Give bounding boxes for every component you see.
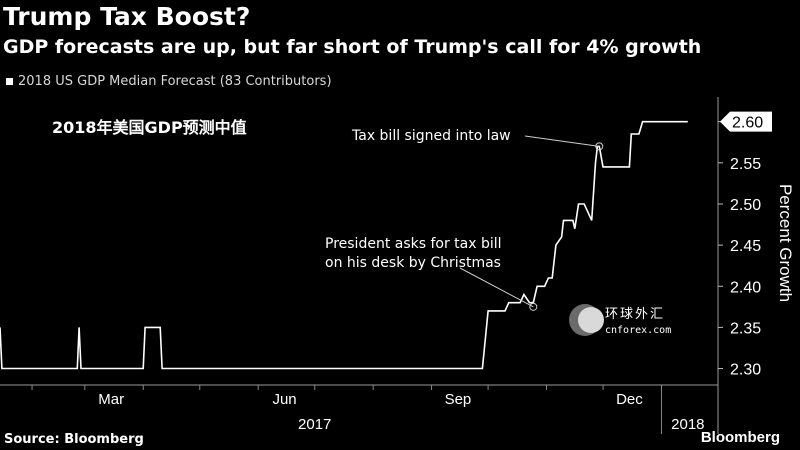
y-tick-label: 2.45	[730, 238, 761, 255]
x-year-label: 2017	[298, 416, 331, 433]
watermark-name: 环球外汇	[605, 307, 665, 322]
annotation-leader	[524, 135, 600, 147]
annotations: Tax bill signed into law President asks f…	[325, 128, 604, 311]
x-tick-label: Mar	[98, 391, 124, 408]
y-tick-label: 2.35	[730, 320, 761, 337]
annotation-marker	[595, 142, 604, 151]
y-tick-label: 2.30	[730, 362, 761, 379]
y-tick-label: 2.50	[730, 197, 761, 214]
watermark-logo-inner	[578, 307, 604, 333]
x-tick-label: Dec	[616, 391, 643, 408]
overlay-text: 2018年美国GDP预测中值	[52, 118, 247, 137]
y-axis: 2.30 2.35 2.40 2.45 2.50 2.55 2.60 Percent Grow…	[718, 115, 795, 379]
y-axis-title: Percent Growth	[776, 184, 795, 302]
annotation-text: Tax bill signed into law	[351, 128, 511, 144]
annotation-text: on his desk by Christmas	[325, 255, 501, 271]
x-axis: Mar Jun Sep Dec 2017 2018	[31, 385, 705, 434]
brand-logo: Bloomberg	[700, 429, 780, 446]
legend: 2018 US GDP Median Forecast (83 Contribu…	[6, 74, 332, 89]
last-value-marker	[720, 111, 772, 132]
y-tick-label: 2.55	[730, 156, 761, 173]
legend-label: 2018 US GDP Median Forecast (83 Contribu…	[18, 74, 332, 89]
legend-swatch	[6, 78, 13, 85]
watermark-site: cnforex.com	[605, 325, 671, 336]
x-tick-label: Jun	[272, 391, 296, 408]
y-tick-label: 2.40	[730, 279, 761, 296]
source-label: Source: Bloomberg	[4, 432, 144, 447]
chart-subtitle: GDP forecasts are up, but far short of T…	[3, 36, 702, 58]
annotation-marker	[529, 302, 538, 311]
chart-frame	[0, 97, 719, 434]
annotation-text: President asks for tax bill	[325, 236, 502, 252]
watermark: 环球外汇 cnforex.com	[569, 304, 671, 336]
x-tick-label: Sep	[445, 391, 472, 408]
annotation-leader	[459, 267, 534, 308]
x-year-label: 2018	[671, 416, 704, 433]
last-value-label: 2.60	[732, 115, 763, 132]
chart-title: Trump Tax Boost?	[3, 2, 251, 31]
